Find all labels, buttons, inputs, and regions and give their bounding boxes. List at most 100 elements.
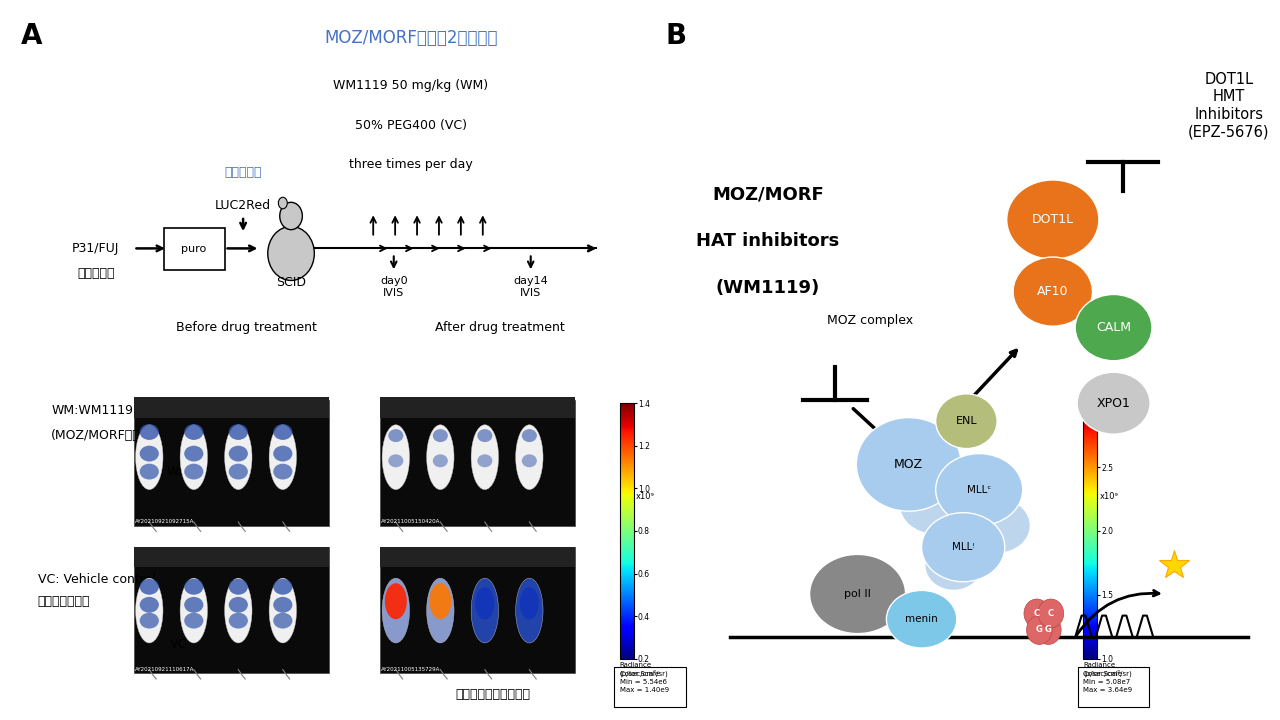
Ellipse shape bbox=[936, 394, 997, 449]
Text: 青色発光：白血病細胞: 青色発光：白血病細胞 bbox=[456, 688, 530, 701]
Ellipse shape bbox=[925, 540, 983, 590]
Text: XPO1: XPO1 bbox=[1097, 397, 1130, 410]
Ellipse shape bbox=[184, 446, 204, 462]
Ellipse shape bbox=[1014, 257, 1093, 326]
Ellipse shape bbox=[433, 454, 448, 467]
Text: Min = 5.08e7: Min = 5.08e7 bbox=[1083, 679, 1130, 685]
Ellipse shape bbox=[184, 613, 204, 629]
Ellipse shape bbox=[385, 583, 407, 619]
Text: day0
IVIS: day0 IVIS bbox=[380, 276, 407, 298]
Ellipse shape bbox=[180, 425, 207, 490]
Ellipse shape bbox=[922, 513, 1005, 582]
Text: 発光遺伝子: 発光遺伝子 bbox=[224, 166, 262, 179]
Text: LUC2Red: LUC2Red bbox=[215, 199, 271, 212]
Ellipse shape bbox=[516, 425, 543, 490]
Text: 白血病細胞: 白血病細胞 bbox=[77, 267, 115, 280]
Ellipse shape bbox=[140, 579, 159, 595]
Text: C: C bbox=[1034, 609, 1039, 618]
Text: HAT inhibitors: HAT inhibitors bbox=[696, 232, 840, 250]
Text: After drug treatment: After drug treatment bbox=[435, 321, 564, 334]
Bar bbox=[380, 397, 575, 418]
Circle shape bbox=[1038, 599, 1064, 628]
Text: (WM1119): (WM1119) bbox=[716, 279, 820, 297]
Text: three times per day: three times per day bbox=[349, 158, 472, 171]
Ellipse shape bbox=[268, 226, 315, 280]
Text: puro: puro bbox=[182, 244, 206, 254]
Text: (MOZ/MORF阻害剤): (MOZ/MORF阻害剤) bbox=[51, 429, 154, 442]
Ellipse shape bbox=[1006, 180, 1098, 259]
Ellipse shape bbox=[278, 197, 287, 209]
Ellipse shape bbox=[229, 424, 248, 440]
Ellipse shape bbox=[433, 429, 448, 442]
Ellipse shape bbox=[1076, 372, 1149, 434]
Text: B: B bbox=[666, 22, 687, 50]
Ellipse shape bbox=[516, 578, 543, 643]
Text: AY20211005150420A: AY20211005150420A bbox=[381, 519, 440, 524]
Text: （阻害剤なし）: （阻害剤なし） bbox=[37, 595, 90, 608]
Bar bbox=[133, 547, 329, 673]
Ellipse shape bbox=[140, 613, 159, 629]
Bar bbox=[380, 547, 575, 567]
Ellipse shape bbox=[280, 202, 302, 230]
Ellipse shape bbox=[229, 446, 248, 462]
Text: MLLᶜ: MLLᶜ bbox=[968, 485, 991, 495]
Text: CALM: CALM bbox=[1096, 321, 1132, 334]
Text: 50% PEG400 (VC): 50% PEG400 (VC) bbox=[355, 119, 467, 132]
Ellipse shape bbox=[273, 464, 292, 480]
Text: MOZ complex: MOZ complex bbox=[827, 314, 914, 327]
Ellipse shape bbox=[273, 446, 292, 462]
Ellipse shape bbox=[140, 446, 159, 462]
Ellipse shape bbox=[886, 590, 957, 648]
Text: MOZ/MORF阻害剤2週間投与: MOZ/MORF阻害剤2週間投与 bbox=[324, 29, 498, 47]
Text: G: G bbox=[1044, 626, 1052, 634]
Ellipse shape bbox=[477, 429, 493, 442]
Bar bbox=[133, 547, 329, 567]
Text: DOT1L: DOT1L bbox=[1032, 213, 1074, 226]
Ellipse shape bbox=[184, 464, 204, 480]
Ellipse shape bbox=[273, 424, 292, 440]
Ellipse shape bbox=[273, 597, 292, 613]
Ellipse shape bbox=[229, 597, 248, 613]
Text: AY20210921110617A: AY20210921110617A bbox=[134, 667, 195, 672]
Text: Min = 5.54e6: Min = 5.54e6 bbox=[620, 679, 667, 685]
Text: day14
IVIS: day14 IVIS bbox=[513, 276, 548, 298]
Ellipse shape bbox=[1075, 294, 1152, 361]
Text: Radiance
(p/sec/cm²/sr): Radiance (p/sec/cm²/sr) bbox=[1083, 662, 1132, 677]
Text: MOZ: MOZ bbox=[895, 458, 923, 471]
Ellipse shape bbox=[224, 425, 252, 490]
Text: AF10: AF10 bbox=[1037, 285, 1069, 298]
Text: Max = 3.64e9: Max = 3.64e9 bbox=[1083, 687, 1132, 693]
Ellipse shape bbox=[388, 429, 403, 442]
Ellipse shape bbox=[900, 474, 970, 534]
Ellipse shape bbox=[383, 425, 410, 490]
Ellipse shape bbox=[184, 424, 204, 440]
Text: x10⁹: x10⁹ bbox=[636, 492, 655, 501]
Ellipse shape bbox=[269, 425, 297, 490]
Ellipse shape bbox=[184, 597, 204, 613]
Ellipse shape bbox=[471, 578, 498, 643]
Text: Radiance
(p/sec/cm²/sr): Radiance (p/sec/cm²/sr) bbox=[620, 662, 668, 677]
Ellipse shape bbox=[522, 454, 536, 467]
Ellipse shape bbox=[273, 579, 292, 595]
Ellipse shape bbox=[522, 429, 536, 442]
Text: menin: menin bbox=[905, 614, 938, 624]
Ellipse shape bbox=[136, 578, 163, 643]
Text: DOT1L
HMT
Inhibitors
(EPZ-5676): DOT1L HMT Inhibitors (EPZ-5676) bbox=[1188, 72, 1270, 139]
Ellipse shape bbox=[269, 578, 297, 643]
Ellipse shape bbox=[383, 578, 410, 643]
Text: G: G bbox=[1036, 626, 1043, 634]
Ellipse shape bbox=[809, 554, 906, 634]
Ellipse shape bbox=[184, 579, 204, 595]
Bar bbox=[133, 400, 329, 526]
Ellipse shape bbox=[140, 424, 159, 440]
Ellipse shape bbox=[140, 464, 159, 480]
Ellipse shape bbox=[229, 579, 248, 595]
Text: AY20211005135729A: AY20211005135729A bbox=[381, 667, 440, 672]
Circle shape bbox=[1027, 616, 1052, 644]
Text: AY20210921092715A: AY20210921092715A bbox=[134, 519, 195, 524]
Text: A: A bbox=[20, 22, 42, 50]
Bar bbox=[133, 397, 329, 418]
FancyBboxPatch shape bbox=[164, 228, 224, 270]
Circle shape bbox=[1036, 616, 1061, 644]
Bar bbox=[380, 400, 575, 526]
